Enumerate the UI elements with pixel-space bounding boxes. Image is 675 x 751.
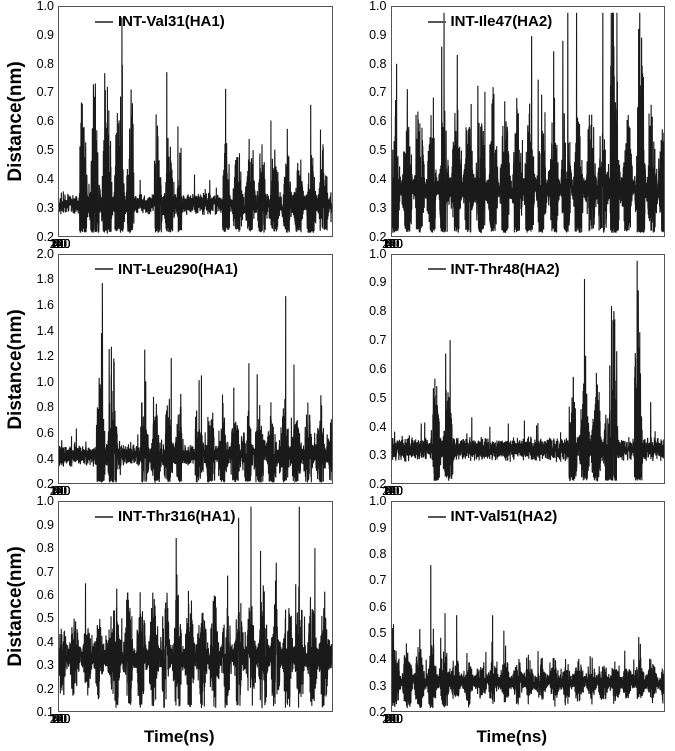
legend-text: INT-Val51(HA2) xyxy=(451,508,558,525)
chart-area-int-val31[interactable]: INT-Val31(HA1) xyxy=(58,6,333,237)
legend-text: INT-Leu290(HA1) xyxy=(118,261,238,278)
ytick-label: 1.0 xyxy=(37,494,54,508)
ytick-label: 1.0 xyxy=(369,0,386,13)
ytick-label: 1.8 xyxy=(37,272,54,286)
chart-area-int-leu290[interactable]: INT-Leu290(HA1) xyxy=(58,254,333,485)
yaxis-label-p3: Distance(nm) xyxy=(6,254,26,485)
ytick-label: 0.5 xyxy=(37,143,54,157)
ytick-label: 0.9 xyxy=(37,518,54,532)
xaxis-label-p5: Time(ns) xyxy=(26,727,333,747)
figure-grid: Distance(nm) 0.2 0.3 0.4 0.5 0.6 0.7 0.8 0.9 1.0… xyxy=(0,0,675,751)
ytick-label: 0.3 xyxy=(369,679,386,693)
ytick-label: 0.6 xyxy=(369,362,386,376)
ytick-label: 1.2 xyxy=(37,349,54,363)
legend-text: INT-Ile47(HA2) xyxy=(451,13,553,30)
ytick-label: 0.5 xyxy=(369,391,386,405)
ytick-label: 1.6 xyxy=(37,298,54,312)
ytick-label: 0.7 xyxy=(37,85,54,99)
yaxis-label-p5: Distance(nm) xyxy=(6,501,26,712)
yaxis-ticks-p6: 0.2 0.3 0.4 0.5 0.6 0.7 0.8 0.9 1.0 xyxy=(359,501,391,712)
ytick-label: 0.7 xyxy=(369,573,386,587)
xtick-label: 200 xyxy=(50,712,71,726)
ytick-label: 0.6 xyxy=(37,588,54,602)
ytick-label: 0.8 xyxy=(369,304,386,318)
ytick-label: 0.2 xyxy=(37,682,54,696)
yaxis-ticks-p3: 0.2 0.4 0.6 0.8 1.0 1.2 1.4 1.6 1.8 2.0 xyxy=(26,254,58,485)
panel-int-leu290: Distance(nm) 0.2 0.4 0.6 0.8 1.0 1.2 1.4 1.6 1.8… xyxy=(6,254,333,500)
panel-int-thr48: 0.2 0.3 0.4 0.5 0.6 0.7 0.8 0.9 1.0 INT-Thr48(HA… xyxy=(339,254,666,500)
yaxis-ticks-p2: 0.2 0.3 0.4 0.5 0.6 0.7 0.8 0.9 1.0 xyxy=(359,6,391,237)
ytick-label: 0.6 xyxy=(37,114,54,128)
ytick-label: 1.0 xyxy=(37,375,54,389)
chart-area-int-thr316[interactable]: INT-Thr316(HA1) xyxy=(58,501,333,712)
ytick-label: 0.9 xyxy=(369,28,386,42)
yaxis-ticks-p5: 0.1 0.2 0.3 0.4 0.5 0.6 0.7 0.8 0.9 1.0 xyxy=(26,501,58,712)
panel-int-ile47: 0.2 0.3 0.4 0.5 0.6 0.7 0.8 0.9 1.0 INT-Ile47(HA… xyxy=(339,6,666,252)
panel-int-val51: 0.2 0.3 0.4 0.5 0.6 0.7 0.8 0.9 1.0 INT-Val51(HA… xyxy=(339,501,666,747)
legend-int-leu290: INT-Leu290(HA1) xyxy=(95,261,238,278)
ytick-label: 0.8 xyxy=(37,541,54,555)
ytick-label: 0.5 xyxy=(369,626,386,640)
legend-int-val51: INT-Val51(HA2) xyxy=(428,508,558,525)
ytick-label: 0.3 xyxy=(369,448,386,462)
legend-int-val31: INT-Val31(HA1) xyxy=(95,13,225,30)
xtick-label: 200 xyxy=(382,712,403,726)
ytick-label: 1.0 xyxy=(37,0,54,13)
ytick-label: 0.5 xyxy=(37,611,54,625)
ytick-label: 0.4 xyxy=(369,420,386,434)
ytick-label: 0.4 xyxy=(37,172,54,186)
legend-line-swatch xyxy=(428,268,446,270)
xaxis-label-p6: Time(ns) xyxy=(359,727,666,747)
ytick-label: 0.7 xyxy=(369,85,386,99)
chart-area-int-thr48[interactable]: INT-Thr48(HA2) xyxy=(391,254,666,485)
yaxis-label-p6 xyxy=(339,501,359,712)
yaxis-label-p1: Distance(nm) xyxy=(6,6,26,237)
ytick-label: 1.0 xyxy=(369,247,386,261)
legend-text: INT-Val31(HA1) xyxy=(118,13,225,30)
ytick-label: 0.8 xyxy=(37,400,54,414)
yaxis-ticks-p1: 0.2 0.3 0.4 0.5 0.6 0.7 0.8 0.9 1.0 xyxy=(26,6,58,237)
yaxis-label-p2 xyxy=(339,6,359,237)
ytick-label: 0.4 xyxy=(369,172,386,186)
ytick-label: 0.8 xyxy=(369,57,386,71)
chart-area-int-val51[interactable]: INT-Val51(HA2) xyxy=(391,501,666,712)
ytick-label: 0.8 xyxy=(37,57,54,71)
ytick-label: 0.3 xyxy=(37,658,54,672)
legend-line-swatch xyxy=(428,21,446,23)
legend-line-swatch xyxy=(95,268,113,270)
ytick-label: 1.4 xyxy=(37,324,54,338)
ytick-label: 0.6 xyxy=(369,600,386,614)
legend-line-swatch xyxy=(95,21,113,23)
legend-int-thr48: INT-Thr48(HA2) xyxy=(428,261,560,278)
ytick-label: 0.3 xyxy=(369,201,386,215)
legend-int-ile47: INT-Ile47(HA2) xyxy=(428,13,553,30)
yaxis-ticks-p4: 0.2 0.3 0.4 0.5 0.6 0.7 0.8 0.9 1.0 xyxy=(359,254,391,485)
panel-int-thr316: Distance(nm) 0.1 0.2 0.3 0.4 0.5 0.6 0.7 0.8 0.9… xyxy=(6,501,333,747)
legend-line-swatch xyxy=(428,516,446,518)
ytick-label: 0.8 xyxy=(369,547,386,561)
legend-line-swatch xyxy=(95,516,113,518)
ytick-label: 0.4 xyxy=(37,452,54,466)
ytick-label: 2.0 xyxy=(37,247,54,261)
legend-text: INT-Thr316(HA1) xyxy=(118,508,236,525)
ytick-label: 0.4 xyxy=(369,652,386,666)
ytick-label: 0.9 xyxy=(369,275,386,289)
ytick-label: 0.6 xyxy=(369,114,386,128)
ytick-label: 0.9 xyxy=(369,521,386,535)
yaxis-label-p4 xyxy=(339,254,359,485)
ytick-label: 0.6 xyxy=(37,426,54,440)
ytick-label: 1.0 xyxy=(369,494,386,508)
ytick-label: 0.3 xyxy=(37,201,54,215)
ytick-label: 0.7 xyxy=(37,565,54,579)
chart-area-int-ile47[interactable]: INT-Ile47(HA2) xyxy=(391,6,666,237)
panel-int-val31: Distance(nm) 0.2 0.3 0.4 0.5 0.6 0.7 0.8 0.9 1.0… xyxy=(6,6,333,252)
ytick-label: 0.9 xyxy=(37,28,54,42)
ytick-label: 0.7 xyxy=(369,333,386,347)
legend-int-thr316: INT-Thr316(HA1) xyxy=(95,508,236,525)
legend-text: INT-Thr48(HA2) xyxy=(451,261,560,278)
ytick-label: 0.4 xyxy=(37,635,54,649)
ytick-label: 0.5 xyxy=(369,143,386,157)
